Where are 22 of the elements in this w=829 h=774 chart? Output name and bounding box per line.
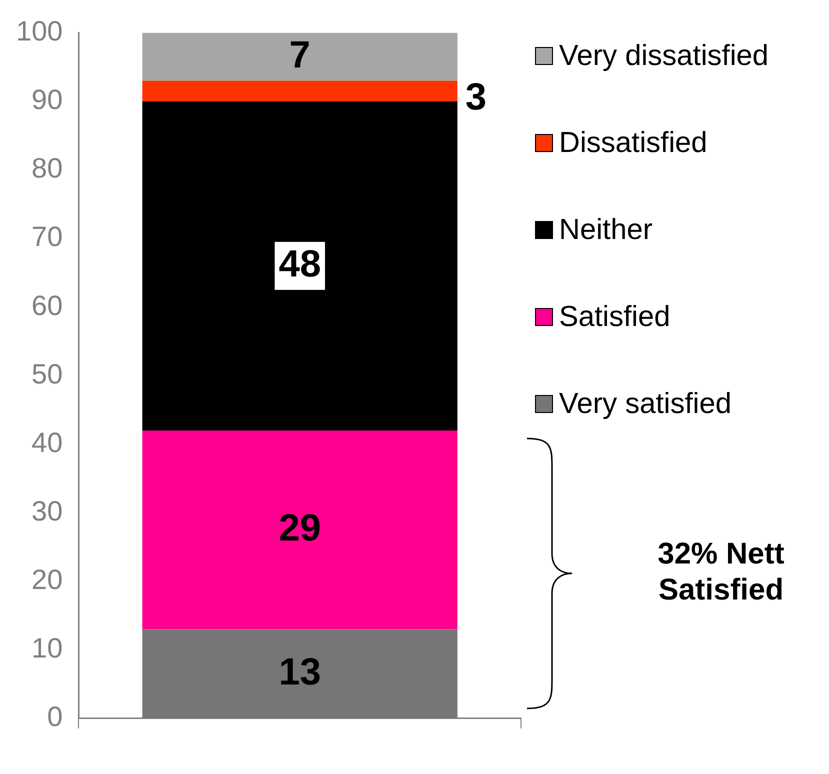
y-tick-label: 60 — [32, 290, 63, 321]
y-tick-label: 50 — [32, 358, 63, 390]
y-tick-label: 20 — [32, 564, 63, 595]
y-tick-label: 30 — [32, 495, 63, 526]
data-label: 48 — [278, 243, 321, 286]
y-tick-label: 10 — [32, 632, 63, 664]
legend-label: Neither — [559, 214, 652, 246]
data-label: 3 — [465, 76, 487, 119]
y-tick-label: 100 — [16, 16, 63, 47]
data-label: 7 — [289, 34, 310, 76]
legend-label: Very dissatisfied — [559, 40, 769, 72]
y-tick-label: 90 — [32, 84, 63, 116]
legend-label: Very satisfied — [559, 388, 732, 420]
data-label: 13 — [278, 651, 321, 694]
data-label: 29 — [278, 507, 321, 550]
legend-label: Satisfied — [559, 300, 670, 334]
text: 32% Nett Satisfied — [658, 538, 784, 607]
legend-label: Dissatisfied — [559, 126, 708, 160]
y-tick-label: 70 — [32, 221, 63, 252]
y-tick-label: 40 — [32, 426, 63, 458]
y-tick-label: 0 — [47, 701, 63, 732]
y-tick-label: 80 — [32, 152, 63, 184]
